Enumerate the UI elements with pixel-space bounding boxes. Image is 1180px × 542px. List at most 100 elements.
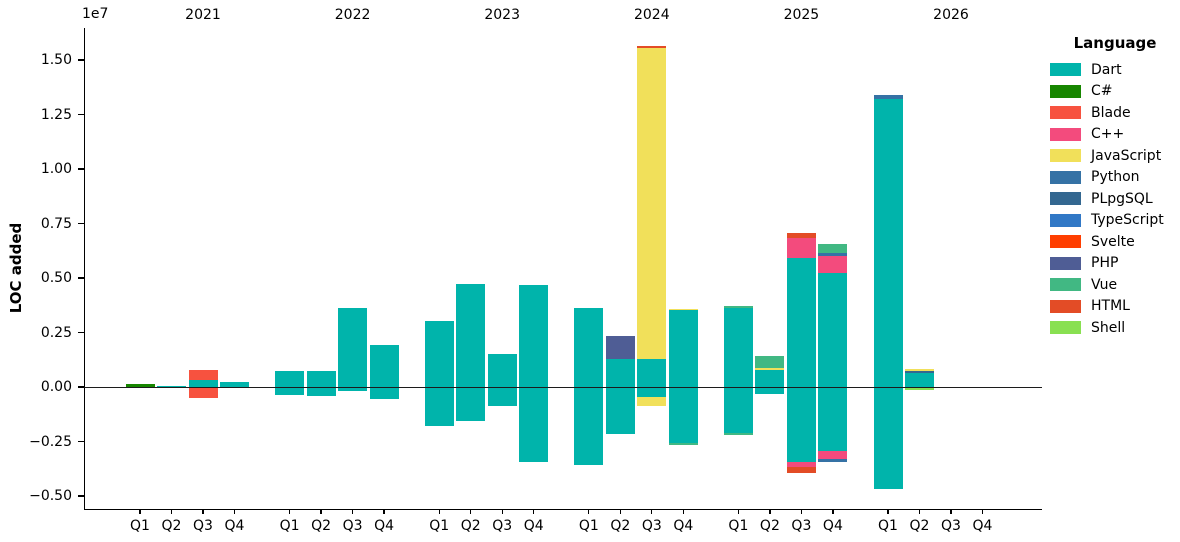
bar-segment xyxy=(275,371,305,387)
x-tick-label: Q2 xyxy=(610,518,631,534)
bar-segment xyxy=(637,397,667,406)
year-label: 2025 xyxy=(783,7,820,23)
legend-label: Dart xyxy=(1091,61,1122,78)
x-tick-mark xyxy=(233,509,236,514)
x-tick-mark xyxy=(501,509,503,514)
bar-segment xyxy=(905,370,934,373)
y-tick-label: 0.00 xyxy=(40,379,72,395)
bar-segment xyxy=(755,387,785,394)
bar-segment xyxy=(519,284,549,387)
legend-label: C++ xyxy=(1091,126,1125,143)
y-tick-label: −0.50 xyxy=(29,488,72,504)
legend-label: Vue xyxy=(1091,276,1118,293)
legend-item: C# xyxy=(1050,81,1180,103)
x-tick-label: Q1 xyxy=(279,518,300,534)
y-tick-label: 0.50 xyxy=(40,270,72,286)
bar-segment xyxy=(755,355,785,368)
x-tick-mark xyxy=(887,509,889,514)
legend-label: PLpgSQL xyxy=(1091,190,1153,207)
x-tick-label: Q1 xyxy=(878,518,898,534)
legend-item: Svelte xyxy=(1050,231,1180,253)
bar-segment xyxy=(637,387,667,398)
bar-segment xyxy=(818,255,848,273)
bar-segment xyxy=(818,387,848,451)
bar-segment xyxy=(723,308,753,387)
x-tick-mark xyxy=(383,509,385,514)
x-tick-label: Q4 xyxy=(673,518,694,534)
legend-swatch-vue xyxy=(1050,278,1081,292)
bar-segment xyxy=(306,371,336,387)
x-tick-mark xyxy=(950,509,952,514)
bar-segment xyxy=(786,387,816,463)
legend-label: PHP xyxy=(1091,255,1119,272)
x-tick-mark xyxy=(651,509,653,514)
legend-item: TypeScript xyxy=(1050,210,1180,232)
x-tick-mark xyxy=(202,509,204,514)
legend-label: TypeScript xyxy=(1091,212,1164,229)
x-tick-label: Q4 xyxy=(224,518,245,534)
legend-item: Python xyxy=(1050,167,1180,189)
x-tick-label: Q4 xyxy=(972,518,993,534)
x-tick-label: Q4 xyxy=(523,518,544,534)
bar-segment xyxy=(818,252,848,256)
bar-segment xyxy=(424,321,454,387)
bar-segment xyxy=(605,335,635,359)
x-tick-mark xyxy=(139,509,141,514)
legend-label: JavaScript xyxy=(1091,147,1162,164)
bar-segment xyxy=(873,99,903,387)
bar-segment xyxy=(818,458,848,462)
legend-item: PLpgSQL xyxy=(1050,188,1180,210)
bar-segment xyxy=(786,238,816,258)
x-tick-label: Q2 xyxy=(161,518,182,534)
x-tick-label: Q4 xyxy=(374,518,395,534)
year-label: 2023 xyxy=(484,7,520,23)
bar-segment xyxy=(456,284,486,387)
bar-segment xyxy=(519,387,549,462)
bar-segment xyxy=(755,370,785,387)
legend-swatch-svelte xyxy=(1050,235,1081,249)
bar-segment xyxy=(818,244,848,253)
bar-segment xyxy=(605,358,635,387)
x-tick-mark xyxy=(682,509,684,514)
y-axis-title: LOC added xyxy=(7,222,25,314)
x-tick-label: Q3 xyxy=(193,518,213,534)
x-tick-label: Q1 xyxy=(728,518,749,534)
y-tick-label: 1.25 xyxy=(40,106,72,123)
bar-segment xyxy=(668,443,698,446)
legend-label: Blade xyxy=(1091,104,1131,121)
y-tick-label: 0.75 xyxy=(40,215,72,232)
x-tick-mark xyxy=(588,509,590,514)
bar-segment xyxy=(605,387,635,435)
y-tick-mark xyxy=(78,386,84,388)
y-tick-mark xyxy=(78,59,84,61)
legend-label: C# xyxy=(1091,83,1113,100)
y-tick-label: 1.00 xyxy=(40,161,72,177)
bar-segment xyxy=(637,46,667,49)
bar-segment xyxy=(157,385,186,387)
x-tick-label: Q3 xyxy=(492,518,513,534)
x-tick-mark xyxy=(619,509,621,514)
bar-segment xyxy=(487,354,517,387)
bar-segment xyxy=(338,387,368,392)
bar-segment xyxy=(668,310,698,387)
legend-label: Shell xyxy=(1091,319,1126,336)
x-tick-mark xyxy=(438,509,440,514)
legend-swatch-html xyxy=(1050,299,1081,313)
legend-label: Python xyxy=(1091,169,1140,186)
bar-segment xyxy=(637,48,667,359)
year-label: 2024 xyxy=(633,7,670,23)
bar-segment xyxy=(873,387,903,490)
x-axis-spine xyxy=(84,509,1042,511)
legend-swatch-blade xyxy=(1050,106,1081,120)
y-tick-mark xyxy=(78,331,84,334)
x-tick-label: Q1 xyxy=(429,518,450,534)
legend-item: Vue xyxy=(1050,274,1180,296)
legend-swatch-typescript xyxy=(1050,213,1081,227)
x-tick-mark xyxy=(288,509,291,514)
bar-segment xyxy=(786,257,816,387)
legend-item: Dart xyxy=(1050,59,1180,81)
legend-item: PHP xyxy=(1050,253,1180,275)
legend-items: Dart C# Blade C++ JavaScript Python PLpgSQL Typ… xyxy=(1050,59,1180,339)
bar-segment xyxy=(786,233,816,239)
